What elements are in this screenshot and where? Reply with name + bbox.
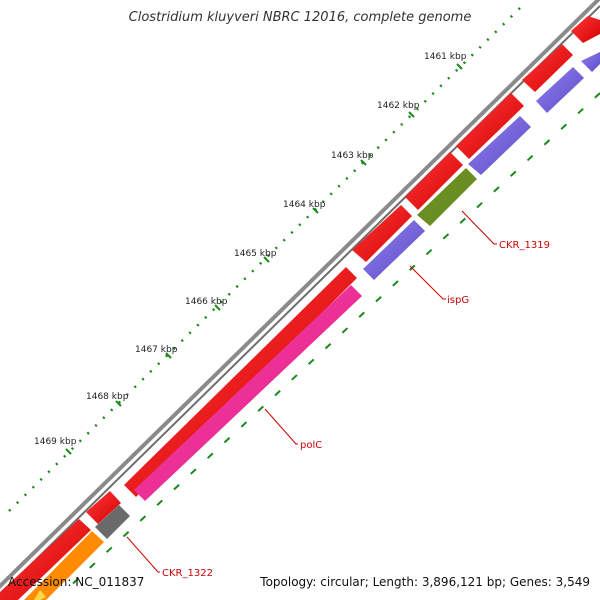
gene-red-7[interactable]: [86, 491, 121, 524]
gene-orange[interactable]: [24, 531, 104, 600]
genome-title: Clostridium kluyveri NBRC 12016, complet…: [128, 10, 472, 25]
ruler-labels: 1461 kbp 1462 kbp 1463 kbp 1464 kbp 1465…: [34, 52, 467, 447]
gene-purple-2[interactable]: [536, 67, 584, 113]
ruler-label-1467: 1467 kbp: [135, 345, 178, 355]
ruler-tick-1463: [360, 159, 367, 166]
callout-lines: [126, 210, 497, 573]
gene-red-2[interactable]: [522, 44, 573, 92]
length-label: Length:: [372, 575, 419, 589]
ruler-tick-1466: [214, 304, 221, 311]
ruler-label-1462: 1462 kbp: [377, 101, 420, 111]
ruler-label-1464: 1464 kbp: [283, 200, 326, 210]
ruler-label-1469: 1469 kbp: [34, 437, 77, 447]
callout-ispG: [409, 265, 446, 300]
gene-red-8[interactable]: [0, 519, 91, 600]
gene-red-3[interactable]: [456, 93, 524, 159]
gene-label-polC[interactable]: polC: [300, 440, 322, 451]
ruler-tick-1462: [408, 111, 415, 118]
gene-label-group: CKR_1319 ispG polC CKR_1322: [162, 240, 550, 579]
ruler-tick-1465: [263, 256, 270, 263]
gene-red-6[interactable]: [124, 267, 357, 497]
topology-value: circular: [320, 575, 365, 589]
ruler-label-1468: 1468 kbp: [86, 392, 129, 402]
ruler-label-1466: 1466 kbp: [185, 297, 228, 307]
inner-dash-track: [65, 92, 600, 591]
footer-summary: Topology: circular; Length: 3,896,121 bp…: [260, 575, 590, 589]
footer-accession: Accession: NC_011837: [8, 575, 144, 589]
callout-polC: [264, 408, 298, 445]
ruler-label-1465: 1465 kbp: [234, 249, 277, 259]
ruler-tick-1464: [312, 207, 319, 214]
ruler-tick-1468: [115, 400, 122, 407]
callout-CKR_1322: [126, 536, 160, 573]
length-value: 3,896,121 bp: [421, 575, 502, 589]
accession-label: Accession:: [8, 575, 72, 589]
gene-purple-3[interactable]: [468, 116, 531, 175]
ruler-ticks: [65, 63, 463, 455]
gene-CKR_1322[interactable]: [95, 505, 130, 539]
reverse-strand-genes: [24, 52, 600, 600]
genes-value: 3,549: [555, 575, 590, 589]
ruler-tick-1469: [65, 448, 72, 455]
ruler-tick-1467: [165, 352, 172, 359]
forward-strand-genes: [0, 16, 600, 600]
gene-purple-1[interactable]: [581, 52, 600, 72]
genes-label: Genes:: [509, 575, 552, 589]
gene-label-CKR_1322[interactable]: CKR_1322: [162, 568, 213, 579]
gene-ispG[interactable]: [363, 220, 425, 280]
callout-CKR_1319: [461, 210, 497, 245]
gene-red-5[interactable]: [352, 205, 412, 262]
gene-label-CKR_1319[interactable]: CKR_1319: [499, 240, 550, 251]
gene-yellow[interactable]: [34, 590, 46, 600]
gene-red-4[interactable]: [405, 152, 463, 210]
ruler-label-1463: 1463 kbp: [331, 151, 374, 161]
accession-value: NC_011837: [75, 575, 145, 589]
gene-polC[interactable]: [134, 285, 362, 501]
gene-label-ispG[interactable]: ispG: [447, 295, 469, 306]
ruler-dotted-line: [4, 7, 521, 516]
gene-red-1[interactable]: [571, 16, 600, 43]
gene-CKR_1319[interactable]: [417, 168, 477, 226]
ruler-label-1461: 1461 kbp: [424, 52, 467, 62]
topology-label: Topology:: [260, 575, 317, 589]
ruler-tick-1461: [456, 63, 463, 70]
